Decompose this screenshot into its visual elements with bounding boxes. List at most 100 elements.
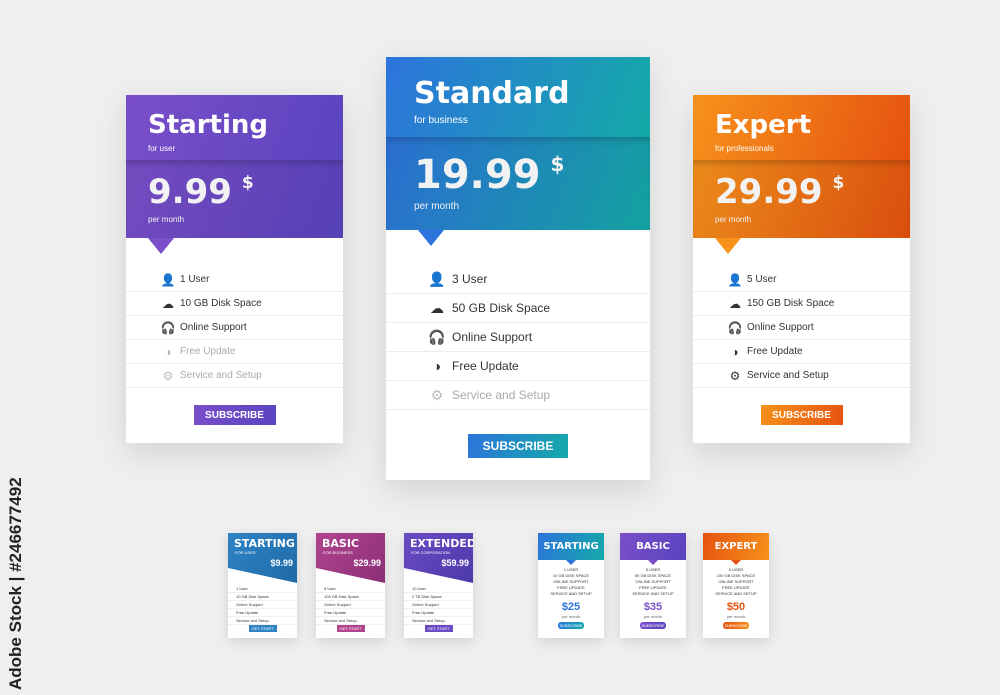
mini-plan-tagline: FOR USER [235, 550, 256, 555]
mini-feature-item: Online Support [316, 601, 385, 609]
price-amount: 19.99 [414, 152, 541, 198]
cloud-icon: ☁ [729, 296, 741, 311]
get-start-button[interactable]: GET START [248, 625, 277, 632]
feature-label: Online Support [180, 322, 247, 333]
update-icon: ◑ [731, 344, 739, 359]
mini-card-expert: EXPERT 5 USER 150 GB DISK SPACE ONLINE SUPP… [703, 533, 769, 638]
get-start-button[interactable]: GET START [424, 625, 453, 632]
plan-name: Expert [715, 110, 812, 140]
mini-header: EXTENDED FOR CORPORATION $59.99 [404, 533, 473, 583]
mini-feature-item: 10 GB Disk Space [228, 593, 297, 601]
mini-feature-item: 50 GB DISK SPACE [634, 573, 672, 578]
feature-item: ◑ Free Update [126, 340, 343, 364]
mini-feature-item: 10 GB DISK SPACE [552, 573, 590, 578]
feature-item: 🎧 Online Support [386, 323, 650, 352]
plan-tagline: for user [148, 143, 176, 153]
feature-label: Online Support [747, 322, 814, 333]
feature-label: 10 GB Disk Space [180, 298, 262, 309]
mini-feature-item: SERVICE AND SETUP [632, 591, 674, 596]
subscribe-button[interactable]: SUBSCRIBE [640, 622, 666, 629]
mini-feature-list: 5 USER 50 GB DISK SPACE ONLINE SUPPORT FREE… [620, 567, 686, 597]
subscribe-button[interactable]: SUBSCRIBE [760, 405, 843, 425]
mini-price: $25 [561, 601, 581, 613]
mini-price: $9.99 [270, 558, 293, 568]
user-icon: 👤 [727, 272, 743, 287]
mini-price-period: per month [561, 614, 580, 619]
pricing-card-standard: Standard for business 19.99 $ per month 👤 3 Us… [386, 57, 650, 480]
mini-plan-name: BASIC [322, 537, 359, 550]
mini-feature-item: SERVICE AND SETUP [715, 591, 757, 596]
price-block: 19.99 $ per month [386, 137, 650, 230]
mini-feature-item: Service and Setup [228, 617, 297, 625]
feature-list: 👤 3 User ☁ 50 GB Disk Space 🎧 Online Support ◑… [386, 265, 650, 410]
feature-label: Service and Setup [180, 370, 262, 381]
subscribe-button[interactable]: SUBSCRIBE [558, 622, 584, 629]
mini-feature-item: Online Support [228, 601, 297, 609]
feature-list: 👤 1 User ☁ 10 GB Disk Space 🎧 Online Support ◑… [126, 268, 343, 388]
plan-name: Standard [414, 76, 570, 111]
feature-item: ◑ Free Update [693, 340, 910, 364]
feature-item: 🎧 Online Support [693, 316, 910, 340]
pricing-card-expert: Expert for professionals 29.99 $ per month 👤 5… [693, 95, 910, 443]
mini-feature-item: Free Update [228, 609, 297, 617]
mini-feature-item: 150 GB DISK SPACE [716, 573, 756, 578]
mini-feature-item: FREE UPDATE [722, 585, 750, 590]
mini-plan-name: EXPERT [703, 533, 769, 565]
mini-feature-item: FREE UPDATE [639, 585, 667, 590]
mini-card-basic: BASIC FOR BUSINESS $29.99 5 User 100 GB Disk… [316, 533, 385, 638]
mini-feature-item: Service and Setup [316, 617, 385, 625]
plan-name: Starting [148, 110, 268, 140]
cloud-icon: ☁ [162, 296, 174, 311]
feature-item: ☁ 50 GB Disk Space [386, 294, 650, 323]
price-amount: 29.99 [715, 172, 823, 212]
price-currency: $ [550, 152, 565, 176]
pointer-arrow [715, 238, 741, 254]
price-currency: $ [832, 173, 845, 193]
mini-plan-tagline: FOR BUSINESS [323, 550, 353, 555]
feature-item: ⚙ Service and Setup [126, 364, 343, 388]
mini-price: $35 [643, 601, 663, 613]
price-row: 19.99 $ [414, 153, 650, 197]
price-currency: $ [241, 173, 254, 193]
feature-item: ☁ 150 GB Disk Space [693, 292, 910, 316]
price-block: 9.99 $ per month [126, 160, 343, 238]
plan-header: Standard for business [386, 57, 650, 137]
subscribe-button[interactable]: SUBSCRIBE [723, 622, 749, 629]
mini-feature-item: Online Support [404, 601, 473, 609]
plan-tagline: for business [414, 114, 468, 126]
mini-feature-item: ONLINE SUPPORT [553, 579, 589, 584]
mini-header: STARTING FOR USER $9.99 [228, 533, 297, 583]
mini-card-basic: BASIC 5 USER 50 GB DISK SPACE ONLINE SUPPOR… [620, 533, 686, 638]
mini-feature-item: FREE UPDATE [557, 585, 585, 590]
mini-feature-item: Free Update [316, 609, 385, 617]
pointer-arrow [148, 238, 174, 254]
headphones-icon: 🎧 [428, 328, 446, 345]
feature-label: 150 GB Disk Space [747, 298, 835, 309]
subscribe-button[interactable]: SUBSCRIBE [468, 434, 568, 458]
feature-label: Free Update [180, 346, 236, 357]
get-start-button[interactable]: GET START [336, 625, 365, 632]
mini-feature-item: ONLINE SUPPORT [635, 579, 671, 584]
mini-card-extended: EXTENDED FOR CORPORATION $59.99 10 User 2 TB… [404, 533, 473, 638]
mini-plan-tagline: FOR CORPORATION [411, 550, 451, 555]
feature-label: Online Support [452, 330, 533, 344]
mini-feature-item: Free Update [404, 609, 473, 617]
pricing-card-starting: Starting for user 9.99 $ per month 👤 1 User ☁ 10… [126, 95, 343, 443]
mini-feature-item: 5 USER [645, 567, 661, 572]
mini-feature-item: 100 GB Disk Space [316, 593, 385, 601]
mini-price: $29.99 [353, 558, 381, 568]
headphones-icon: 🎧 [160, 320, 176, 335]
mini-plan-name: STARTING [538, 533, 604, 565]
cloud-icon: ☁ [430, 299, 444, 316]
feature-label: 50 GB Disk Space [452, 301, 551, 315]
feature-label: Free Update [747, 346, 803, 357]
gear-icon: ⚙ [430, 386, 444, 403]
feature-item: 👤 5 User [693, 268, 910, 292]
price-period: per month [148, 215, 185, 225]
mini-feature-list: 5 USER 150 GB DISK SPACE ONLINE SUPPORT FRE… [703, 567, 769, 597]
headphones-icon: 🎧 [727, 320, 743, 335]
price-row: 9.99 $ [148, 173, 343, 211]
mini-feature-item: 1 User [228, 585, 297, 593]
mini-price: $59.99 [441, 558, 469, 568]
subscribe-button[interactable]: SUBSCRIBE [193, 405, 276, 425]
